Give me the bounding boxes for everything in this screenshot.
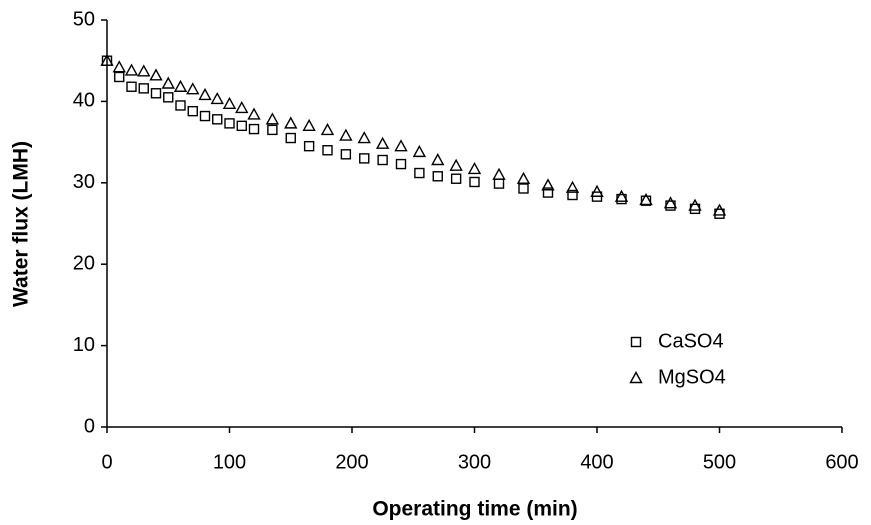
square-marker: [414, 167, 425, 179]
square-marker: [114, 71, 125, 83]
triangle-marker: [186, 82, 200, 95]
square-marker: [212, 114, 223, 125]
triangle-marker: [449, 158, 463, 171]
square-marker: [542, 187, 554, 198]
square-marker: [224, 118, 235, 129]
triangle-marker: [431, 153, 445, 166]
square-marker: [567, 189, 578, 201]
triangle-marker: [565, 180, 580, 193]
triangle-marker: [412, 144, 427, 158]
legend-marker: [630, 336, 642, 348]
x-tick-label: 0: [101, 451, 112, 473]
square-marker: [640, 195, 652, 206]
y-tick-label: 50: [73, 8, 95, 30]
triangle-marker: [614, 189, 629, 202]
triangle-marker: [222, 96, 237, 110]
triangle-marker: [357, 131, 371, 144]
square-marker: [340, 149, 352, 160]
triangle-marker: [394, 139, 408, 152]
triangle-marker: [112, 60, 126, 73]
triangle-marker: [492, 167, 506, 180]
triangle-marker: [137, 64, 151, 77]
y-tick-label: 30: [73, 171, 95, 193]
triangle-marker: [100, 53, 114, 66]
square-marker: [267, 124, 278, 136]
square-marker: [395, 158, 407, 170]
triangle-marker: [161, 76, 175, 89]
triangle-marker: [235, 100, 249, 114]
triangle-marker: [663, 196, 678, 209]
y-tick-label: 0: [84, 415, 95, 437]
triangle-marker: [149, 68, 163, 81]
triangle-marker: [198, 87, 212, 101]
triangle-marker: [247, 107, 261, 120]
triangle-marker: [516, 171, 531, 184]
triangle-marker: [688, 198, 702, 211]
square-marker: [187, 105, 198, 117]
triangle-marker: [210, 92, 224, 105]
triangle-marker: [375, 136, 390, 149]
square-marker: [163, 92, 174, 103]
x-tick-label: 300: [458, 451, 491, 473]
triangle-marker: [320, 122, 335, 136]
x-tick-label: 600: [825, 451, 858, 473]
legend-label: MgSO4: [658, 366, 726, 388]
square-marker: [432, 171, 443, 182]
triangle-marker: [302, 118, 316, 132]
square-marker: [236, 120, 247, 132]
square-marker: [377, 154, 388, 166]
legend-label: CaSO4: [658, 330, 724, 352]
y-axis-title: Water flux (LMH): [10, 141, 33, 307]
square-marker: [248, 123, 260, 135]
triangle-marker: [712, 203, 727, 216]
square-marker: [303, 140, 315, 152]
triangle-marker: [284, 116, 298, 129]
y-tick-label: 40: [73, 90, 95, 112]
square-marker: [285, 132, 296, 144]
square-marker: [450, 173, 462, 184]
triangle-marker: [541, 178, 555, 191]
square-marker: [138, 83, 149, 94]
square-marker: [199, 110, 211, 122]
square-marker: [175, 100, 186, 111]
square-marker: [126, 81, 137, 92]
square-marker: [322, 145, 333, 156]
triangle-marker: [339, 128, 353, 141]
triangle-marker: [467, 162, 482, 175]
triangle-marker: [124, 63, 139, 76]
legend-marker: [629, 371, 643, 384]
y-tick-label: 20: [73, 252, 95, 274]
square-marker: [469, 176, 480, 188]
y-tick-label: 10: [73, 334, 95, 356]
square-marker: [493, 178, 505, 189]
triangle-marker: [639, 192, 653, 206]
x-tick-label: 200: [335, 451, 368, 473]
square-marker: [518, 183, 529, 194]
x-tick-label: 100: [213, 451, 246, 473]
triangle-marker: [173, 79, 188, 92]
x-tick-label: 400: [580, 451, 613, 473]
square-marker: [359, 153, 370, 164]
triangle-marker: [590, 184, 604, 197]
x-axis-title: Operating time (min): [372, 498, 577, 521]
x-tick-label: 500: [703, 451, 736, 473]
triangle-marker: [265, 112, 280, 125]
square-marker: [150, 88, 162, 99]
